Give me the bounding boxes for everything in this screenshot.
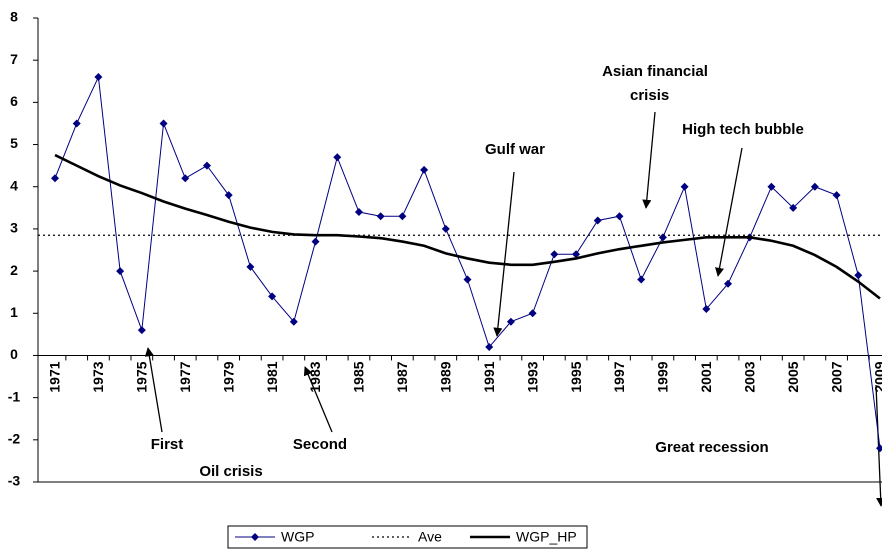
x-tick-label: 1975	[134, 361, 150, 392]
data-marker	[51, 174, 59, 183]
data-marker	[376, 212, 385, 221]
x-tick-label: 2009	[872, 361, 882, 392]
y-tick-label: 6	[10, 93, 18, 109]
data-marker	[289, 317, 298, 326]
x-tick-label: 1995	[568, 361, 584, 392]
y-tick-label: -2	[8, 431, 21, 447]
arrow	[875, 384, 882, 507]
data-marker	[767, 182, 776, 191]
data-marker	[441, 224, 450, 233]
arrow	[642, 111, 656, 209]
data-marker	[72, 119, 81, 128]
data-marker	[550, 250, 559, 259]
x-tick-label: 2001	[698, 361, 714, 392]
data-marker	[810, 182, 819, 191]
data-marker	[854, 271, 863, 280]
x-tick-label: 1981	[264, 361, 280, 392]
data-marker	[159, 119, 168, 128]
data-marker	[702, 305, 711, 314]
data-marker	[246, 262, 255, 271]
y-tick-label: 1	[10, 304, 18, 320]
data-marker	[224, 191, 233, 200]
annotation: Second	[293, 436, 347, 453]
data-marker	[354, 208, 363, 217]
annotation: crisis	[630, 87, 669, 104]
data-marker	[593, 216, 602, 225]
y-tick-label: 0	[10, 346, 18, 362]
data-marker	[463, 275, 472, 284]
arrow	[493, 171, 515, 337]
x-tick-label: 1993	[524, 361, 540, 392]
y-tick-label: 5	[10, 135, 18, 151]
arrow	[144, 347, 163, 433]
series-line	[54, 153, 881, 300]
data-marker	[637, 275, 646, 284]
x-tick-label: 2007	[828, 361, 844, 392]
data-marker	[528, 309, 537, 318]
annotation: Asian financial	[602, 63, 708, 80]
data-marker	[398, 212, 407, 221]
x-tick-label: 1971	[47, 361, 63, 392]
x-tick-label: 1997	[611, 361, 627, 392]
x-tick-label: 1983	[307, 361, 323, 392]
data-marker	[311, 237, 320, 246]
y-tick-label: 7	[10, 51, 18, 67]
x-tick-label: 1977	[177, 361, 193, 392]
y-tick-label: 4	[10, 177, 18, 193]
data-marker	[506, 317, 515, 326]
y-tick-label: 2	[10, 262, 18, 278]
y-tick-label: 3	[10, 220, 18, 236]
legend-marker	[251, 533, 259, 541]
y-tick-label: -3	[8, 473, 21, 489]
data-marker	[572, 250, 581, 259]
data-marker	[832, 191, 841, 200]
data-marker	[680, 182, 689, 191]
data-marker	[420, 165, 429, 174]
arrow	[303, 366, 333, 433]
legend-label: Ave	[418, 529, 442, 545]
arrow	[715, 147, 743, 277]
data-marker	[658, 233, 667, 242]
y-tick-label: -1	[8, 388, 21, 404]
x-tick-label: 1991	[481, 361, 497, 392]
data-marker	[202, 161, 211, 170]
annotation: First	[151, 436, 184, 453]
legend-label: WGP_HP	[516, 529, 577, 545]
x-tick-label: 2003	[741, 361, 757, 392]
legend-label: WGP	[281, 529, 314, 545]
data-marker	[333, 153, 342, 162]
data-marker	[268, 292, 277, 301]
x-tick-label: 1999	[655, 361, 671, 392]
annotation: Gulf war	[485, 141, 545, 158]
data-marker	[94, 73, 103, 82]
data-marker	[876, 444, 882, 453]
data-marker	[724, 279, 733, 288]
data-marker	[485, 343, 494, 352]
x-tick-label: 1985	[351, 361, 367, 392]
data-marker	[137, 326, 146, 335]
annotation: High tech bubble	[682, 121, 804, 138]
x-tick-label: 1989	[437, 361, 453, 392]
y-tick-label: 8	[10, 9, 18, 25]
x-tick-label: 1973	[90, 361, 106, 392]
data-marker	[181, 174, 190, 183]
data-marker	[789, 203, 798, 212]
x-tick-label: 1979	[220, 361, 236, 392]
data-marker	[615, 212, 624, 221]
data-marker	[116, 267, 125, 276]
arrows	[144, 111, 882, 507]
x-tick-label: 2005	[785, 361, 801, 392]
x-tick-label: 1987	[394, 361, 410, 392]
annotation: Great recession	[655, 439, 768, 456]
annotation: Oil crisis	[199, 463, 262, 480]
